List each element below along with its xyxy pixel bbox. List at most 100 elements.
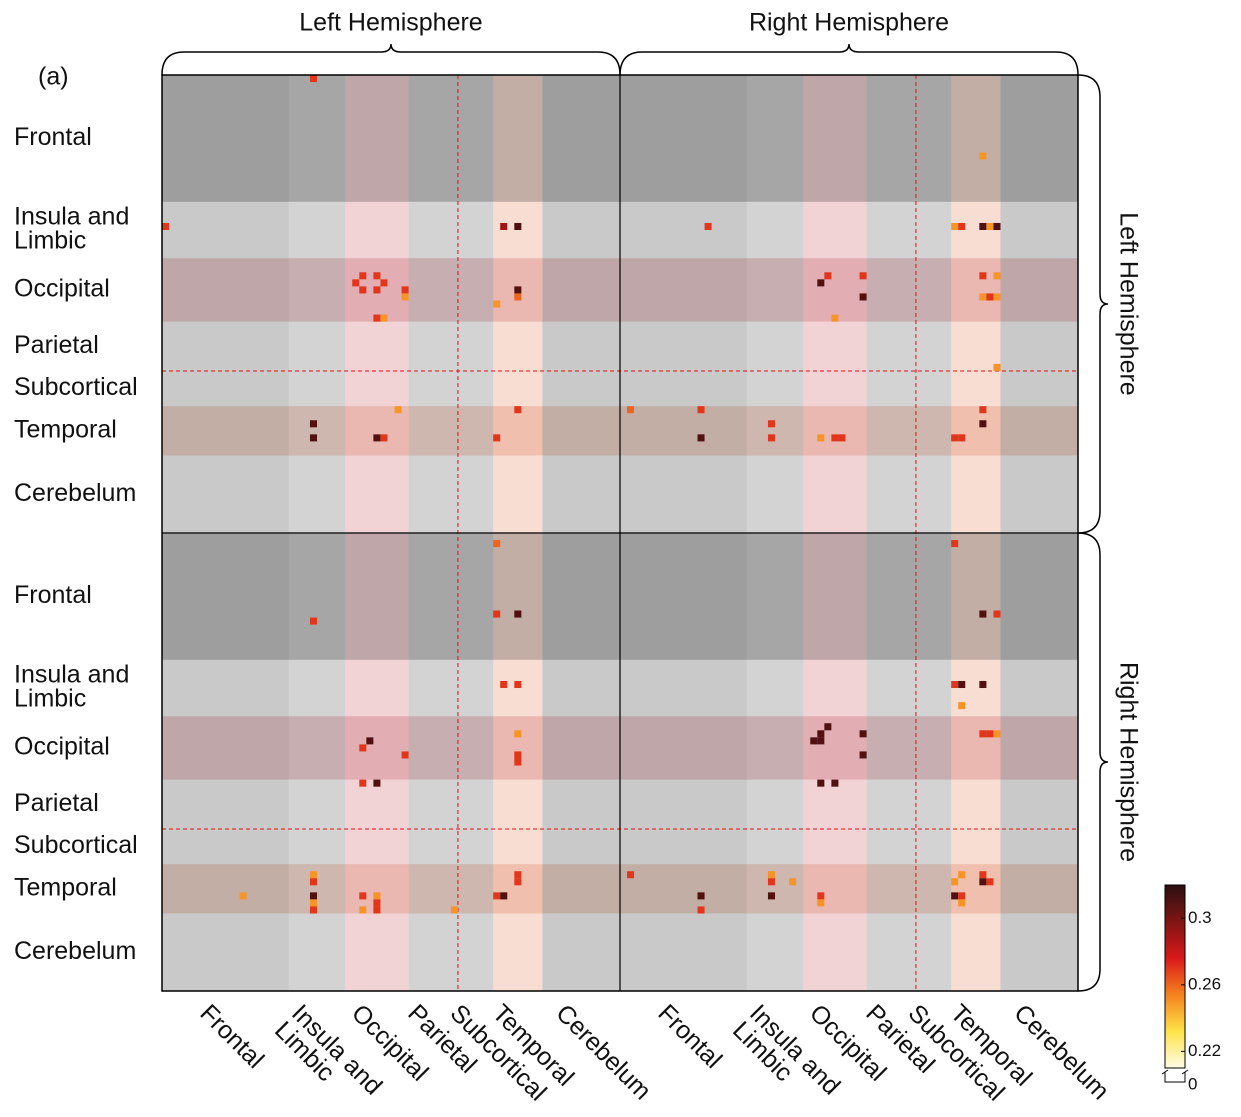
cell <box>493 300 501 308</box>
cell <box>500 680 508 689</box>
cell <box>450 906 458 914</box>
cell <box>831 434 839 442</box>
cell <box>309 878 318 886</box>
cell <box>500 892 508 900</box>
cell <box>824 272 832 280</box>
brace <box>1077 74 1109 534</box>
cell <box>951 892 959 900</box>
cell <box>697 906 705 914</box>
brace <box>1077 532 1109 992</box>
cell <box>309 75 318 83</box>
row-label: Limbic <box>14 685 86 713</box>
cell <box>986 878 994 886</box>
row-label: Frontal <box>14 123 92 151</box>
cell <box>993 610 1001 618</box>
cell <box>704 222 712 231</box>
cell <box>767 892 776 900</box>
cell <box>627 871 635 879</box>
cell <box>359 892 367 900</box>
cell <box>373 779 381 787</box>
cell <box>979 420 987 428</box>
cell <box>951 680 959 689</box>
cell <box>380 314 388 322</box>
cell <box>817 779 825 787</box>
row-label: Cerebelum <box>14 479 136 507</box>
cell <box>810 737 818 745</box>
cell <box>958 702 966 710</box>
cell <box>162 222 170 231</box>
cell <box>817 899 825 907</box>
cell <box>789 878 797 886</box>
brace <box>161 43 621 76</box>
cell <box>697 406 705 414</box>
cell <box>514 871 522 879</box>
cell <box>979 871 987 879</box>
cell <box>359 779 367 787</box>
cell <box>993 363 1001 371</box>
cell <box>373 314 381 322</box>
cell <box>309 892 318 900</box>
cell <box>373 272 381 280</box>
cell <box>958 680 966 689</box>
colorbar <box>1164 884 1186 1069</box>
hemisphere-label: Left Hemisphere <box>299 9 482 37</box>
cell <box>309 899 318 907</box>
cell <box>958 892 966 900</box>
cell <box>958 899 966 907</box>
column-label: Frontal <box>652 999 727 1074</box>
cell <box>309 434 318 442</box>
colorbar-tick-label: 0.22 <box>1188 1041 1221 1060</box>
cell <box>401 293 409 301</box>
cell <box>514 758 522 766</box>
cell <box>514 286 522 294</box>
cell <box>993 272 1001 280</box>
cell <box>951 878 959 886</box>
cell <box>767 420 776 428</box>
cell <box>380 434 388 442</box>
cell <box>838 434 846 442</box>
cell <box>859 730 867 738</box>
cell <box>817 434 825 442</box>
cell <box>767 871 776 879</box>
cell <box>239 892 247 900</box>
cell <box>817 737 825 745</box>
cell <box>859 293 867 301</box>
row-label: Temporal <box>14 873 117 901</box>
cell <box>979 406 987 414</box>
cell <box>514 878 522 886</box>
cell <box>359 272 367 280</box>
colorbar-break <box>1161 1069 1189 1083</box>
cell <box>986 730 994 738</box>
cell <box>859 751 867 759</box>
row-label: Parietal <box>14 789 99 817</box>
row-label: Occipital <box>14 733 110 761</box>
row-label: Parietal <box>14 331 99 359</box>
colorbar-tick-label: 0.3 <box>1188 908 1212 927</box>
cell <box>401 751 409 759</box>
cell <box>697 892 705 900</box>
cell <box>831 779 839 787</box>
cell <box>401 286 409 294</box>
cell <box>817 730 825 738</box>
row-label: Limbic <box>14 227 86 255</box>
cell <box>366 737 374 745</box>
cell <box>373 906 381 914</box>
cell <box>979 272 987 280</box>
cell <box>859 272 867 280</box>
cell <box>373 892 381 900</box>
cell <box>979 730 987 738</box>
cell <box>993 222 1001 231</box>
cell <box>958 222 966 231</box>
cell <box>309 420 318 428</box>
colorbar-tick-label: 0.26 <box>1188 974 1221 993</box>
cell <box>817 279 825 287</box>
cell <box>514 751 522 759</box>
row-label: Cerebelum <box>14 937 136 965</box>
cell <box>514 293 522 301</box>
cell <box>831 314 839 322</box>
cell <box>986 222 994 231</box>
column-label: Frontal <box>194 999 269 1074</box>
colorbar-tick-label: 0 <box>1188 1074 1197 1093</box>
cell <box>979 680 987 689</box>
